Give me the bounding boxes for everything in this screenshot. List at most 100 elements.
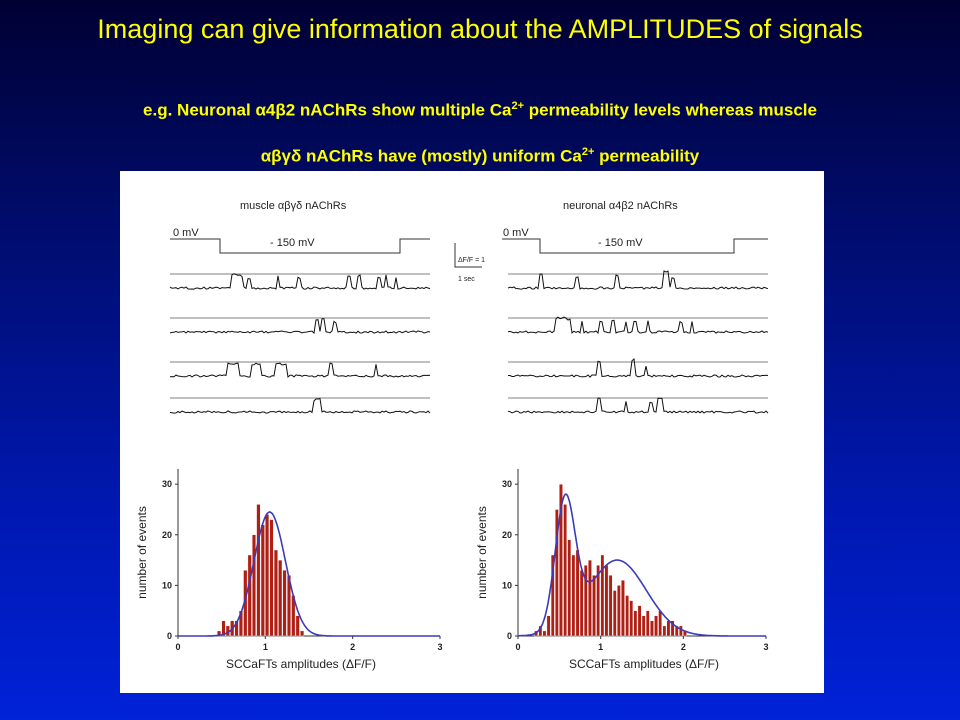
- neuronal-histogram-bar-30: [658, 610, 662, 637]
- scale-bar-y-label: ΔF/F = 1: [458, 257, 485, 264]
- neuronal-histogram-bar-19: [612, 590, 617, 637]
- subtitle-line-1-sup: 2+: [511, 100, 525, 112]
- neuronal-histogram-bar-14: [592, 575, 596, 637]
- neuronal-histogram-bar-26: [641, 615, 646, 637]
- neuronal-x-tick-label-1: 1: [598, 642, 603, 652]
- figure-svg: muscle αβγδ nAChRs neuronal α4β2 nAChRs …: [135, 200, 769, 671]
- muscle-histogram-bar-19: [300, 630, 305, 637]
- slide-title: Imaging can give information about the A…: [97, 14, 863, 44]
- neuronal-histogram-bar-29: [654, 615, 658, 637]
- neuronal-histogram-bar-28: [650, 620, 654, 637]
- muscle-x-tick-label-2: 2: [350, 642, 355, 652]
- muscle-histogram-bar-11: [265, 514, 270, 637]
- neuronal-x-tick-label-2: 2: [681, 642, 686, 652]
- neuronal-x-tick-label-0: 0: [515, 642, 520, 652]
- muscle-histogram-bar-18: [295, 615, 300, 637]
- neuronal-histogram-bar-8: [567, 539, 572, 637]
- subtitle-line-1: e.g. Neuronal α4β2 nAChRs show multiple …: [20, 100, 940, 121]
- neuronal-histogram-bar-25: [637, 605, 642, 637]
- neuronal-y-tick-label-0: 0: [507, 631, 512, 641]
- neuronal-y-tick-label-2: 20: [502, 530, 512, 540]
- neuronal-histogram-bar-23: [629, 600, 634, 637]
- neuronal-y-tick-label-1: 10: [502, 580, 512, 590]
- neuronal-histogram-bar-4: [550, 554, 555, 637]
- muscle-trace-1: [169, 318, 431, 335]
- muscle-histogram-bar-8: [251, 534, 256, 637]
- neuronal-fit-curve: [518, 493, 766, 637]
- muscle-trace-2: [169, 362, 431, 378]
- neuronal-x-axis-label: SCCaFTs amplitudes (ΔF/F): [569, 657, 719, 671]
- neuronal-trace-label: neuronal α4β2 nAChRs: [563, 200, 678, 212]
- muscle-holding-label: 0 mV: [173, 227, 199, 239]
- neuronal-histogram-bar-2: [542, 630, 547, 637]
- figure-panel: muscle αβγδ nAChRs neuronal α4β2 nAChRs …: [120, 171, 824, 693]
- neuronal-histogram-bar-15: [596, 565, 600, 637]
- neuronal-trace-3: [507, 397, 769, 414]
- neuronal-y-axis-label: number of events: [475, 506, 489, 599]
- muscle-trace-label: muscle αβγδ nAChRs: [240, 200, 347, 212]
- muscle-traces-panel: [148, 203, 438, 431]
- muscle-y-tick-label-0: 0: [167, 631, 172, 641]
- neuronal-histogram-bar-16: [600, 554, 605, 637]
- neuronal-traces-panel: [490, 203, 768, 431]
- neuronal-histogram-bar-5: [555, 509, 559, 637]
- muscle-x-tick-label-3: 3: [437, 642, 442, 652]
- muscle-histogram-bar-13: [273, 549, 278, 637]
- scale-bar-x-label: 1 sec: [458, 276, 475, 283]
- muscle-x-axis-label: SCCaFTs amplitudes (ΔF/F): [226, 657, 376, 671]
- neuronal-histogram-bar-7: [563, 504, 567, 637]
- muscle-fit-curve: [178, 511, 440, 637]
- neuronal-histogram-bar-20: [617, 585, 621, 637]
- neuronal-histogram-bar-33: [670, 620, 675, 637]
- neuronal-trace-0: [507, 270, 769, 290]
- neuronal-x-tick-label-3: 3: [763, 642, 768, 652]
- subtitle-line-2: αβγδ nAChRs have (mostly) uniform Ca2+ p…: [20, 146, 940, 167]
- muscle-voltage-protocol: [170, 238, 430, 254]
- muscle-y-axis-label: number of events: [135, 506, 149, 599]
- neuronal-histogram-bar-11: [579, 570, 584, 637]
- neuronal-y-tick-label-3: 30: [502, 479, 512, 489]
- subtitle-line-1-prefix: e.g. Neuronal α4β2 nAChRs show multiple …: [143, 100, 512, 120]
- neuronal-histogram-bar-12: [583, 565, 588, 637]
- muscle-x-tick-label-1: 1: [263, 642, 268, 652]
- muscle-histogram-bar-12: [269, 519, 274, 637]
- neuronal-histogram-bar-21: [621, 580, 625, 637]
- fluorescence-traces: [169, 270, 769, 414]
- muscle-y-tick-label-3: 30: [162, 479, 172, 489]
- neuronal-histogram-bar-27: [645, 610, 650, 637]
- neuronal-holding-label: 0 mV: [503, 227, 529, 239]
- muscle-y-tick-label-1: 10: [162, 580, 172, 590]
- neuronal-histogram-bar-10: [575, 549, 580, 637]
- neuronal-trace-2: [508, 357, 769, 378]
- muscle-x-tick-label-0: 0: [175, 642, 180, 652]
- neuronal-histogram-bar-3: [546, 615, 551, 637]
- neuronal-histogram-bar-24: [633, 610, 638, 637]
- subtitle-line-2-prefix: αβγδ nAChRs have (mostly) uniform Ca: [260, 146, 582, 166]
- neuronal-voltage-protocol: [502, 238, 768, 254]
- subtitle-line-2-suffix: permeability: [594, 146, 700, 166]
- neuronal-histogram-bar-17: [604, 565, 609, 637]
- muscle-trace-0: [169, 273, 431, 290]
- muscle-trace-3: [169, 398, 431, 414]
- muscle-histogram-bar-7: [247, 554, 252, 637]
- neuronal-histogram-bar-31: [662, 625, 667, 637]
- muscle-histogram-bar-1: [221, 620, 226, 637]
- neuronal-histogram-bar-35: [679, 625, 683, 637]
- muscle-histogram-bar-9: [256, 504, 261, 637]
- neuronal-step-label: - 150 mV: [598, 237, 643, 249]
- scale-bar: [454, 243, 482, 268]
- muscle-histogram-bar-10: [260, 524, 265, 637]
- neuronal-trace-1: [507, 316, 769, 335]
- muscle-histogram-bar-15: [282, 570, 287, 637]
- muscle-y-tick-label-2: 20: [162, 530, 172, 540]
- subtitle-line-1-suffix: permeability levels whereas muscle: [524, 100, 817, 120]
- neuronal-histogram-bar-9: [571, 554, 576, 637]
- neuronal-histogram-bar-22: [625, 595, 629, 637]
- neuronal-histogram-bar-13: [588, 559, 592, 637]
- muscle-step-label: - 150 mV: [270, 237, 315, 249]
- neuronal-histogram-bar-34: [674, 625, 679, 637]
- muscle-histogram-bar-14: [278, 559, 283, 637]
- neuronal-histogram-bar-6: [559, 484, 563, 637]
